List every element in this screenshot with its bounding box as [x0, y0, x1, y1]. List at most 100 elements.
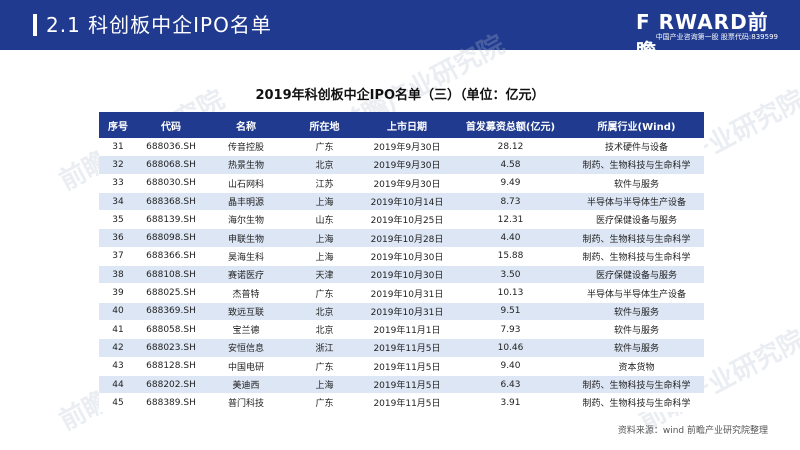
table-cell: 688128.SH	[137, 357, 205, 376]
table-cell: 软件与服务	[569, 302, 704, 321]
table-cell: 2019年9月30日	[362, 174, 452, 193]
table-row: 37 688366.SH 昊海生科 上海 2019年10月30日 15.88 制药、生物科技…	[99, 247, 704, 267]
table-cell: 2019年11月5日	[362, 375, 452, 395]
table-cell: 2019年11月5日	[362, 393, 452, 413]
table-cell: 2019年10月30日	[362, 265, 452, 285]
table-cell: 4.40	[452, 228, 569, 248]
table-cell: 8.73	[452, 192, 569, 212]
table-cell: 宝兰德	[205, 320, 287, 340]
table-row: 31 688036.SH 传音控股 广东 2019年9月30日 28.12 技术硬件与设备	[99, 138, 704, 157]
column-header: 序号	[99, 112, 137, 138]
table-row: 42 688023.SH 安恒信息 浙江 2019年11月5日 10.46 软件与服务	[99, 338, 704, 358]
table-cell: 2019年11月5日	[362, 338, 452, 358]
table-cell: 38	[99, 265, 137, 285]
table-cell: 33	[99, 174, 137, 193]
table-cell: 688098.SH	[137, 228, 205, 248]
table-row: 33 688030.SH 山石网科 江苏 2019年9月30日 9.49 软件与服务	[99, 174, 704, 193]
table-row: 35 688139.SH 海尔生物 山东 2019年10月25日 12.31 医疗保健设备与…	[99, 210, 704, 230]
table-cell: 软件与服务	[569, 338, 704, 358]
table-cell: 上海	[287, 247, 362, 267]
table-cell: 3.50	[452, 265, 569, 285]
table-cell: 41	[99, 320, 137, 340]
table-row: 32 688068.SH 热景生物 北京 2019年9月30日 4.58 制药、生物科技与生…	[99, 155, 704, 175]
header-bar: 2.1 科创板中企IPO名单 F RWARD前瞻 中国产业咨询第一股 股票代码:…	[0, 0, 800, 63]
table-cell: 688366.SH	[137, 247, 205, 267]
table-cell: 35	[99, 210, 137, 230]
table-cell: 上海	[287, 375, 362, 395]
table-cell: 6.43	[452, 375, 569, 395]
title-accent-bar	[33, 14, 37, 36]
table-cell: 申联生物	[205, 228, 287, 248]
table-row: 36 688098.SH 申联生物 上海 2019年10月28日 4.40 制药、生物科技与…	[99, 228, 704, 248]
table-cell: 上海	[287, 192, 362, 212]
table-cell: 34	[99, 192, 137, 212]
table-cell: 安恒信息	[205, 338, 287, 358]
table-row: 40 688369.SH 致远互联 北京 2019年10月31日 9.51 软件与服务	[99, 302, 704, 321]
table-cell: 688368.SH	[137, 192, 205, 212]
table-cell: 上海	[287, 228, 362, 248]
table-cell: 海尔生物	[205, 210, 287, 230]
table-cell: 传音控股	[205, 138, 287, 157]
table-cell: 40	[99, 302, 137, 321]
table-row: 43 688128.SH 中国电研 广东 2019年11月5日 9.40 资本货物	[99, 357, 704, 376]
table-cell: 赛诺医疗	[205, 265, 287, 285]
logo-brand: F RWARD前瞻	[636, 10, 769, 63]
table-cell: 12.31	[452, 210, 569, 230]
table-cell: 制药、生物科技与生命科学	[569, 247, 704, 267]
table-cell: 2019年9月30日	[362, 155, 452, 175]
table-cell: 688030.SH	[137, 174, 205, 193]
table-cell: 688058.SH	[137, 320, 205, 340]
table-cell: 43	[99, 357, 137, 376]
table-cell: 制药、生物科技与生命科学	[569, 393, 704, 413]
table-cell: 31	[99, 138, 137, 157]
table-cell: 浙江	[287, 338, 362, 358]
table-row: 41 688058.SH 宝兰德 北京 2019年11月1日 7.93 软件与服务	[99, 320, 704, 340]
column-header: 名称	[205, 112, 287, 138]
table-cell: 医疗保健设备与服务	[569, 265, 704, 285]
table-row: 39 688025.SH 杰普特 广东 2019年10月31日 10.13 半导体与半导体生…	[99, 283, 704, 303]
column-header: 上市日期	[362, 112, 452, 138]
table-cell: 广东	[287, 393, 362, 413]
table-cell: 资本货物	[569, 357, 704, 376]
table-cell: 9.51	[452, 302, 569, 321]
table-cell: 9.49	[452, 174, 569, 193]
column-header: 所在地	[287, 112, 362, 138]
table-cell: 杰普特	[205, 283, 287, 303]
table-cell: 山东	[287, 210, 362, 230]
table-cell: 江苏	[287, 174, 362, 193]
table-cell: 2019年10月31日	[362, 302, 452, 321]
table-row: 34 688368.SH 晶丰明源 上海 2019年10月14日 8.73 半导体与半导体生…	[99, 192, 704, 212]
table-cell: 医疗保健设备与服务	[569, 210, 704, 230]
table-cell: 致远互联	[205, 302, 287, 321]
table-cell: 2019年9月30日	[362, 138, 452, 157]
table-cell: 2019年10月14日	[362, 192, 452, 212]
table-cell: 制药、生物科技与生命科学	[569, 375, 704, 395]
table-cell: 广东	[287, 357, 362, 376]
table-cell: 2019年10月30日	[362, 247, 452, 267]
table-cell: 半导体与半导体生产设备	[569, 283, 704, 303]
table-cell: 36	[99, 228, 137, 248]
table-title: 2019年科创板中企IPO名单（三）（单位：亿元）	[255, 88, 545, 103]
table-cell: 45	[99, 393, 137, 413]
table-cell: 技术硬件与设备	[569, 138, 704, 157]
page-title: 2.1 科创板中企IPO名单	[46, 13, 272, 37]
table-cell: 北京	[287, 320, 362, 340]
table-cell: 42	[99, 338, 137, 358]
table-cell: 2019年10月31日	[362, 283, 452, 303]
column-header: 首发募资总额(亿元)	[452, 112, 569, 138]
ipo-table: 序号 代码 名称 所在地 上市日期 首发募资总额(亿元) 所属行业(Wind) …	[99, 112, 704, 413]
table-cell: 9.40	[452, 357, 569, 376]
table-cell: 广东	[287, 138, 362, 157]
table-cell: 2019年10月28日	[362, 228, 452, 248]
table-cell: 10.46	[452, 338, 569, 358]
table-cell: 半导体与半导体生产设备	[569, 192, 704, 212]
table-cell: 688369.SH	[137, 302, 205, 321]
logo-subtitle: 中国产业咨询第一股 股票代码:839599	[655, 33, 778, 41]
table-cell: 32	[99, 155, 137, 175]
table-cell: 39	[99, 283, 137, 303]
table-cell: 制药、生物科技与生命科学	[569, 228, 704, 248]
table-cell: 中国电研	[205, 357, 287, 376]
table-cell: 山石网科	[205, 174, 287, 193]
table-header-row: 序号 代码 名称 所在地 上市日期 首发募资总额(亿元) 所属行业(Wind)	[99, 112, 704, 138]
column-header: 所属行业(Wind)	[569, 112, 704, 138]
